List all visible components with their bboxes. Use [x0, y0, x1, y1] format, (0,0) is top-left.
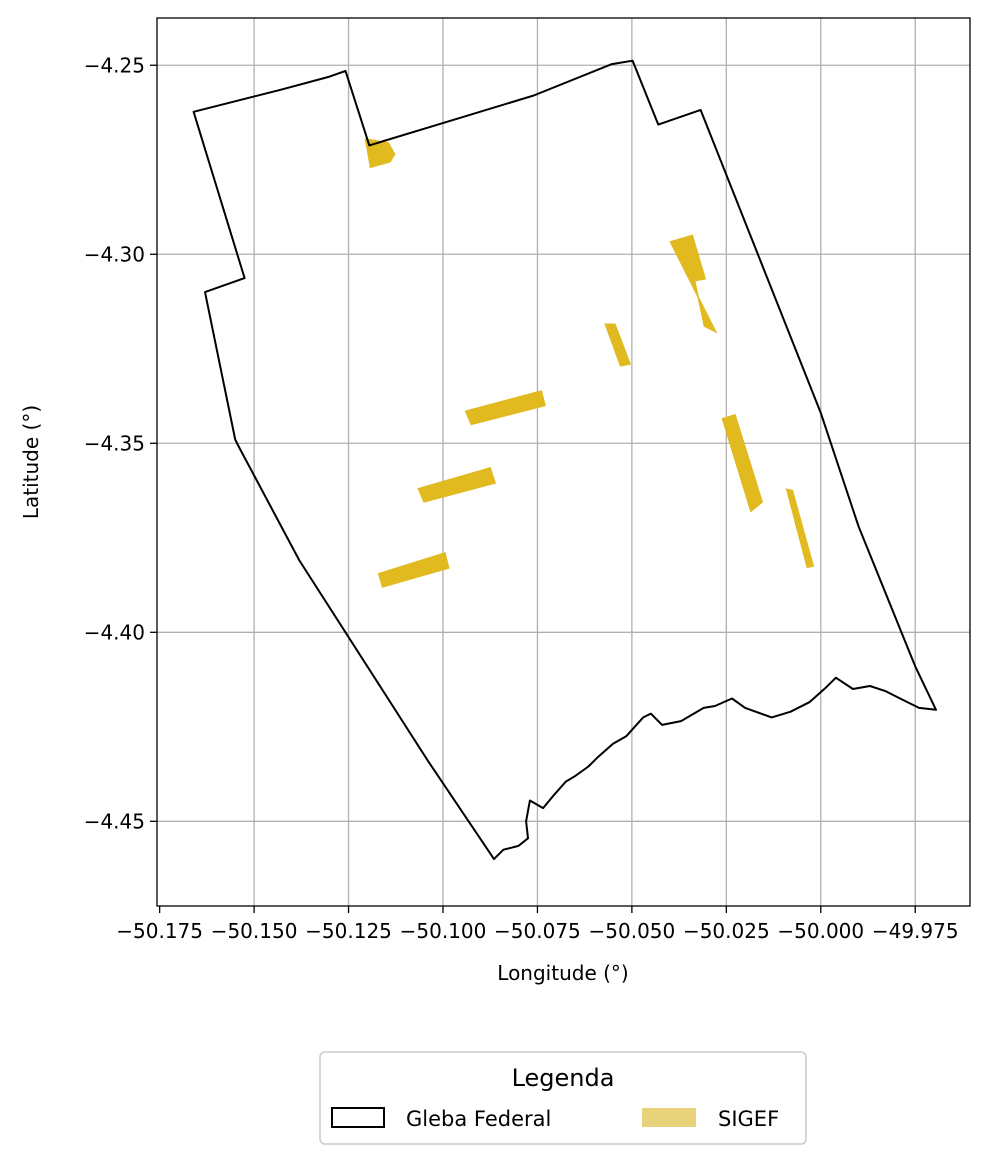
x-tick-label: −49.975	[872, 919, 959, 943]
legend-sigef-label: SIGEF	[718, 1107, 779, 1131]
x-tick-label: −50.000	[777, 919, 864, 943]
y-tick-label: −4.45	[84, 809, 145, 833]
x-tick-label: −50.125	[305, 919, 392, 943]
legend-title: Legenda	[512, 1064, 615, 1092]
y-tick-label: −4.25	[84, 53, 145, 77]
x-tick-label: −50.175	[116, 919, 203, 943]
y-axis-title: Latitude (°)	[19, 405, 43, 519]
x-axis-title: Longitude (°)	[497, 961, 628, 985]
x-tick-label: −50.100	[400, 919, 487, 943]
x-tick-label: −50.050	[589, 919, 676, 943]
x-tick-label: −50.075	[494, 919, 581, 943]
y-tick-label: −4.30	[84, 242, 145, 266]
legend-sigef-swatch	[642, 1108, 696, 1127]
y-tick-label: −4.35	[84, 431, 145, 455]
legend-gleba-label: Gleba Federal	[406, 1107, 551, 1131]
x-tick-label: −50.025	[683, 919, 770, 943]
x-tick-label: −50.150	[211, 919, 298, 943]
legend: Legenda Gleba Federal SIGEF	[320, 1052, 806, 1144]
y-tick-label: −4.40	[84, 620, 145, 644]
